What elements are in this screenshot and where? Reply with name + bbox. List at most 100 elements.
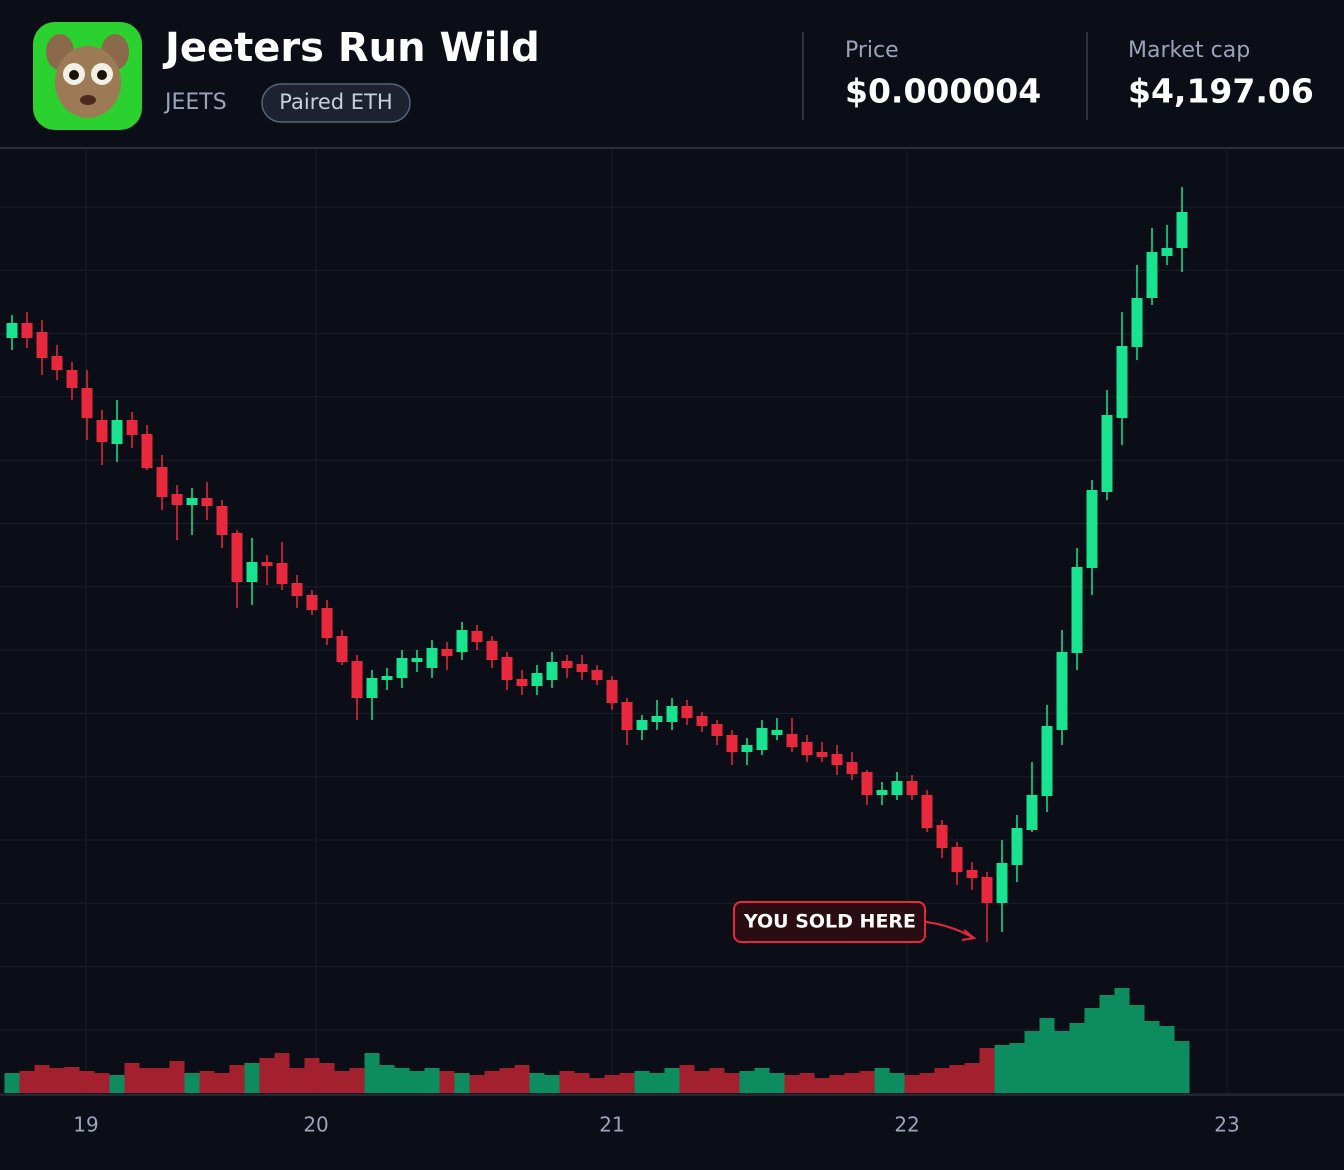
- candle-body: [1041, 726, 1053, 796]
- plot: 19 20 21 22 23: [0, 150, 1344, 1137]
- volume-bar: [964, 1063, 980, 1093]
- volume-bar: [874, 1068, 890, 1093]
- volume-bar: [1099, 995, 1115, 1093]
- volume-bar: [79, 1071, 95, 1093]
- candle-body: [591, 670, 603, 680]
- token-title: Jeeters Run Wild: [162, 25, 540, 71]
- volume-bar: [694, 1071, 710, 1093]
- candle-body: [51, 356, 63, 370]
- volume-bar: [244, 1063, 260, 1093]
- candle-body: [1146, 252, 1158, 298]
- volume-bar: [184, 1073, 200, 1093]
- volume-bar: [109, 1075, 125, 1093]
- volume-bar: [34, 1065, 50, 1093]
- volume-bar: [904, 1075, 920, 1093]
- candle-body: [396, 658, 408, 678]
- volume-bar: [139, 1068, 155, 1093]
- volume-bar: [334, 1071, 350, 1093]
- candle-body: [1101, 415, 1113, 492]
- volume-bar: [769, 1073, 785, 1093]
- candle-body: [951, 847, 963, 872]
- x-tick-label: 21: [599, 1113, 624, 1137]
- badge: [261, 83, 411, 123]
- candle-body: [231, 533, 243, 582]
- volume-bar: [349, 1068, 365, 1093]
- volume-bar: [424, 1068, 440, 1093]
- candle-body: [66, 370, 78, 388]
- candle-body: [876, 790, 888, 795]
- candle-body: [861, 772, 873, 795]
- candle-body: [36, 332, 48, 358]
- volume-bar: [724, 1073, 740, 1093]
- candle-body: [636, 720, 648, 730]
- candle-body: [336, 636, 348, 662]
- x-tick-label: 23: [1214, 1113, 1239, 1137]
- volume-bar: [379, 1065, 395, 1093]
- volume-bar: [1114, 988, 1130, 1093]
- volume-bar: [409, 1071, 425, 1093]
- candle-body: [696, 716, 708, 726]
- volume-bar: [364, 1053, 380, 1093]
- volume-bar: [4, 1073, 20, 1093]
- volume-bar: [439, 1071, 455, 1093]
- candle-body: [1176, 212, 1188, 248]
- candle-body: [1071, 567, 1083, 653]
- candle-body: [321, 608, 333, 638]
- candle-body: [846, 762, 858, 774]
- volume-bar: [1159, 1026, 1175, 1093]
- candle-body: [186, 498, 198, 505]
- candle-body: [246, 562, 258, 582]
- volume-bar: [844, 1073, 860, 1093]
- candle-body: [891, 781, 903, 795]
- volume-bar: [754, 1068, 770, 1093]
- candle-body: [561, 661, 573, 668]
- ticker: JEETS: [163, 90, 227, 115]
- volume-bar: [394, 1068, 410, 1093]
- candle-body: [6, 323, 18, 338]
- volume-bar: [304, 1058, 320, 1093]
- candle-body: [1131, 298, 1143, 347]
- candle-body: [351, 661, 363, 698]
- volume-bar: [469, 1075, 485, 1093]
- volume-bar: [559, 1071, 575, 1093]
- volume-bar: [859, 1071, 875, 1093]
- x-tick-label: 19: [73, 1113, 98, 1137]
- candle-body: [546, 662, 558, 680]
- candle-body: [501, 657, 513, 680]
- volume-bar: [319, 1063, 335, 1093]
- candle-body: [171, 494, 183, 505]
- candle-body: [261, 562, 273, 566]
- candle-body: [1011, 828, 1023, 865]
- volume-bar: [1174, 1041, 1190, 1093]
- candle-body: [996, 863, 1008, 903]
- candle-body: [666, 706, 678, 722]
- volume-bar: [664, 1068, 680, 1093]
- volume-bar: [709, 1068, 725, 1093]
- candle-body: [156, 467, 168, 497]
- volume-bar: [934, 1068, 950, 1093]
- volume-bar: [229, 1065, 245, 1093]
- candle-body: [921, 795, 933, 828]
- volume-bar: [979, 1048, 995, 1093]
- volume-bar: [784, 1075, 800, 1093]
- volume-bar: [1144, 1021, 1160, 1093]
- volume-bar: [574, 1073, 590, 1093]
- volume-bar: [589, 1078, 605, 1093]
- volume-bar: [19, 1071, 35, 1093]
- candle-body: [381, 676, 393, 680]
- badge-text: Paired ETH: [279, 90, 392, 114]
- volume-bar: [544, 1075, 560, 1093]
- volume-bar: [919, 1073, 935, 1093]
- annotation: YOU SOLD HERE: [733, 901, 977, 943]
- candle-body: [426, 648, 438, 668]
- candle-body: [816, 752, 828, 757]
- volume-bar: [949, 1065, 965, 1093]
- candle-body: [651, 716, 663, 722]
- candle-body: [81, 388, 93, 418]
- volume-bar: [1069, 1023, 1085, 1093]
- volume-bar: [124, 1063, 140, 1093]
- candle-body: [216, 506, 228, 535]
- volume-bar: [619, 1073, 635, 1093]
